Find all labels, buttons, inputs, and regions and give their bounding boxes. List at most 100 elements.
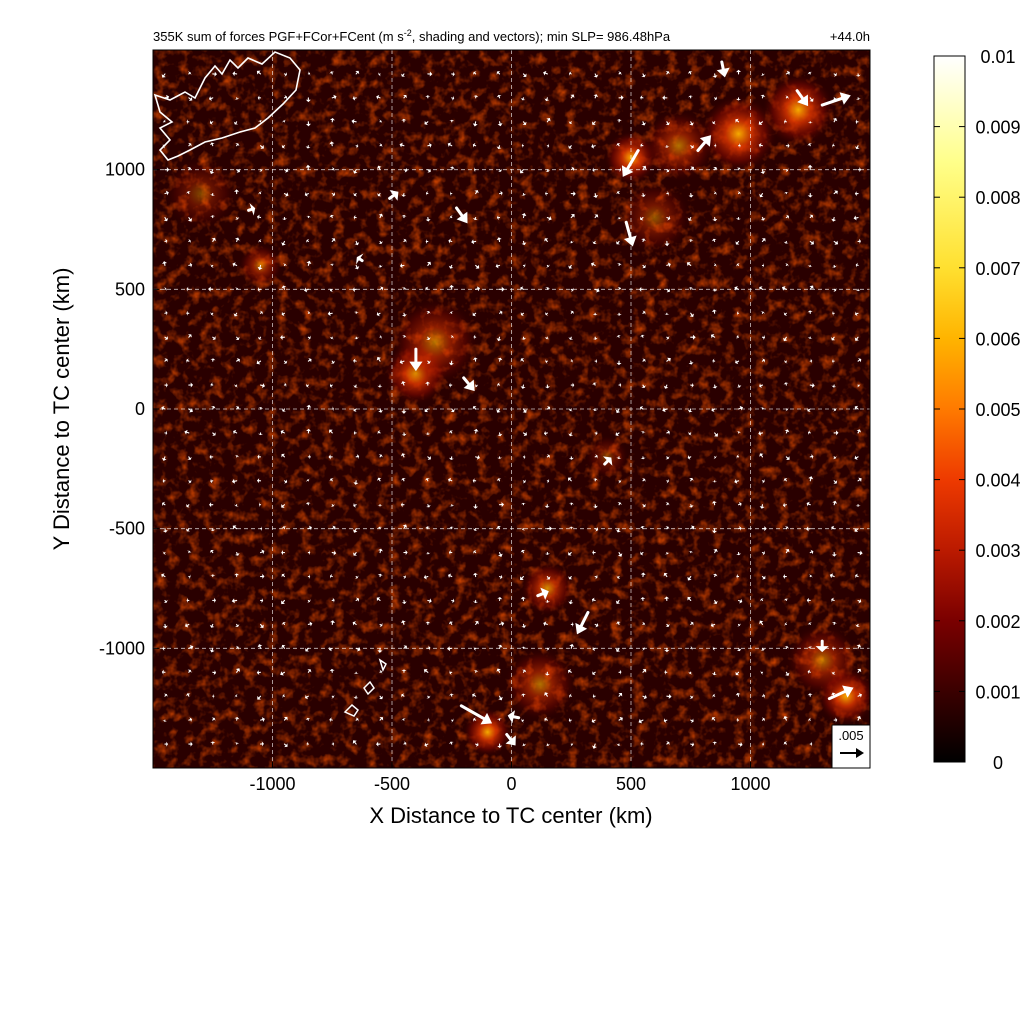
small-vector — [448, 456, 454, 460]
small-vector — [638, 718, 644, 724]
colorbar-tick-label: 0.006 — [975, 329, 1020, 349]
small-vector — [642, 646, 646, 651]
small-vector — [329, 288, 333, 293]
small-vector — [615, 647, 621, 652]
small-vector — [256, 70, 262, 75]
small-vector — [425, 286, 429, 291]
small-vector — [833, 407, 837, 412]
small-vector — [495, 263, 501, 269]
small-vector — [640, 95, 644, 100]
small-vector — [449, 693, 454, 697]
small-vector — [711, 238, 717, 243]
small-vector — [473, 71, 477, 75]
small-vector — [737, 191, 742, 195]
small-vector — [758, 430, 764, 436]
small-vector — [856, 429, 862, 434]
small-vector — [666, 693, 672, 699]
small-vector — [305, 121, 311, 127]
small-vector — [854, 455, 859, 460]
small-vector — [497, 596, 503, 602]
small-vector — [401, 478, 406, 482]
small-vector — [569, 71, 572, 76]
small-vector — [162, 551, 167, 555]
small-vector — [544, 692, 549, 697]
small-vector — [640, 334, 645, 338]
hotspot-10 — [786, 624, 859, 697]
small-vector — [640, 551, 644, 556]
small-vector — [402, 335, 407, 338]
small-vector — [520, 549, 526, 554]
small-vector — [640, 572, 646, 578]
small-vector — [353, 552, 357, 556]
small-vector — [161, 405, 166, 411]
force-vector-0 — [409, 347, 423, 372]
small-vector — [209, 142, 215, 147]
small-vector — [496, 215, 501, 221]
small-vector — [642, 310, 646, 315]
small-vector — [164, 167, 170, 173]
small-vector — [688, 95, 693, 99]
small-vector — [188, 717, 193, 723]
small-vector — [330, 573, 333, 579]
small-vector — [376, 597, 381, 602]
small-vector — [209, 120, 214, 125]
small-vector — [305, 145, 311, 149]
small-vector — [377, 573, 383, 578]
small-vector — [235, 668, 240, 673]
small-vector — [783, 359, 788, 364]
small-vector — [568, 599, 574, 605]
small-vector — [164, 190, 169, 196]
small-vector — [688, 193, 694, 198]
small-vector — [281, 644, 286, 649]
small-vector — [259, 717, 265, 722]
small-vector — [712, 646, 716, 651]
small-vector — [331, 694, 335, 699]
small-vector — [304, 192, 309, 197]
hotspot-3 — [700, 95, 777, 173]
small-vector — [209, 502, 214, 508]
small-vector — [234, 287, 240, 291]
small-vector — [281, 144, 286, 149]
small-vector — [809, 97, 814, 102]
small-vector — [616, 312, 622, 316]
small-vector — [616, 240, 620, 245]
small-vector — [331, 525, 336, 530]
small-vector — [641, 384, 646, 389]
small-vector — [281, 599, 286, 605]
small-vector — [306, 428, 312, 434]
small-vector — [666, 478, 669, 484]
small-vector — [211, 237, 216, 243]
small-vector — [188, 479, 192, 484]
small-vector — [833, 72, 837, 77]
small-vector — [832, 97, 837, 100]
small-vector — [520, 312, 525, 317]
small-vector — [544, 552, 550, 555]
small-vector — [496, 408, 501, 413]
y-tick-label: -1000 — [99, 638, 145, 658]
small-vector — [305, 694, 309, 700]
small-vector — [690, 621, 694, 626]
small-vector — [331, 597, 335, 603]
small-vector — [546, 117, 551, 123]
force-vector-6 — [795, 89, 809, 107]
small-vector — [259, 573, 265, 579]
small-vector — [806, 501, 811, 507]
y-tick-label: 1000 — [105, 160, 145, 180]
small-vector — [639, 286, 644, 292]
small-vector — [423, 574, 429, 580]
small-vector — [807, 669, 811, 675]
small-vector — [234, 384, 238, 388]
small-vector — [307, 310, 311, 315]
small-vector — [543, 621, 548, 627]
small-vector — [400, 620, 406, 625]
small-vector — [594, 527, 599, 532]
small-vector — [233, 312, 238, 317]
small-vector — [234, 552, 240, 556]
small-vector — [809, 549, 814, 555]
small-vector — [664, 312, 670, 315]
small-vector — [426, 360, 431, 364]
small-vector — [806, 597, 811, 603]
small-vector — [447, 142, 453, 147]
small-vector — [283, 716, 288, 721]
